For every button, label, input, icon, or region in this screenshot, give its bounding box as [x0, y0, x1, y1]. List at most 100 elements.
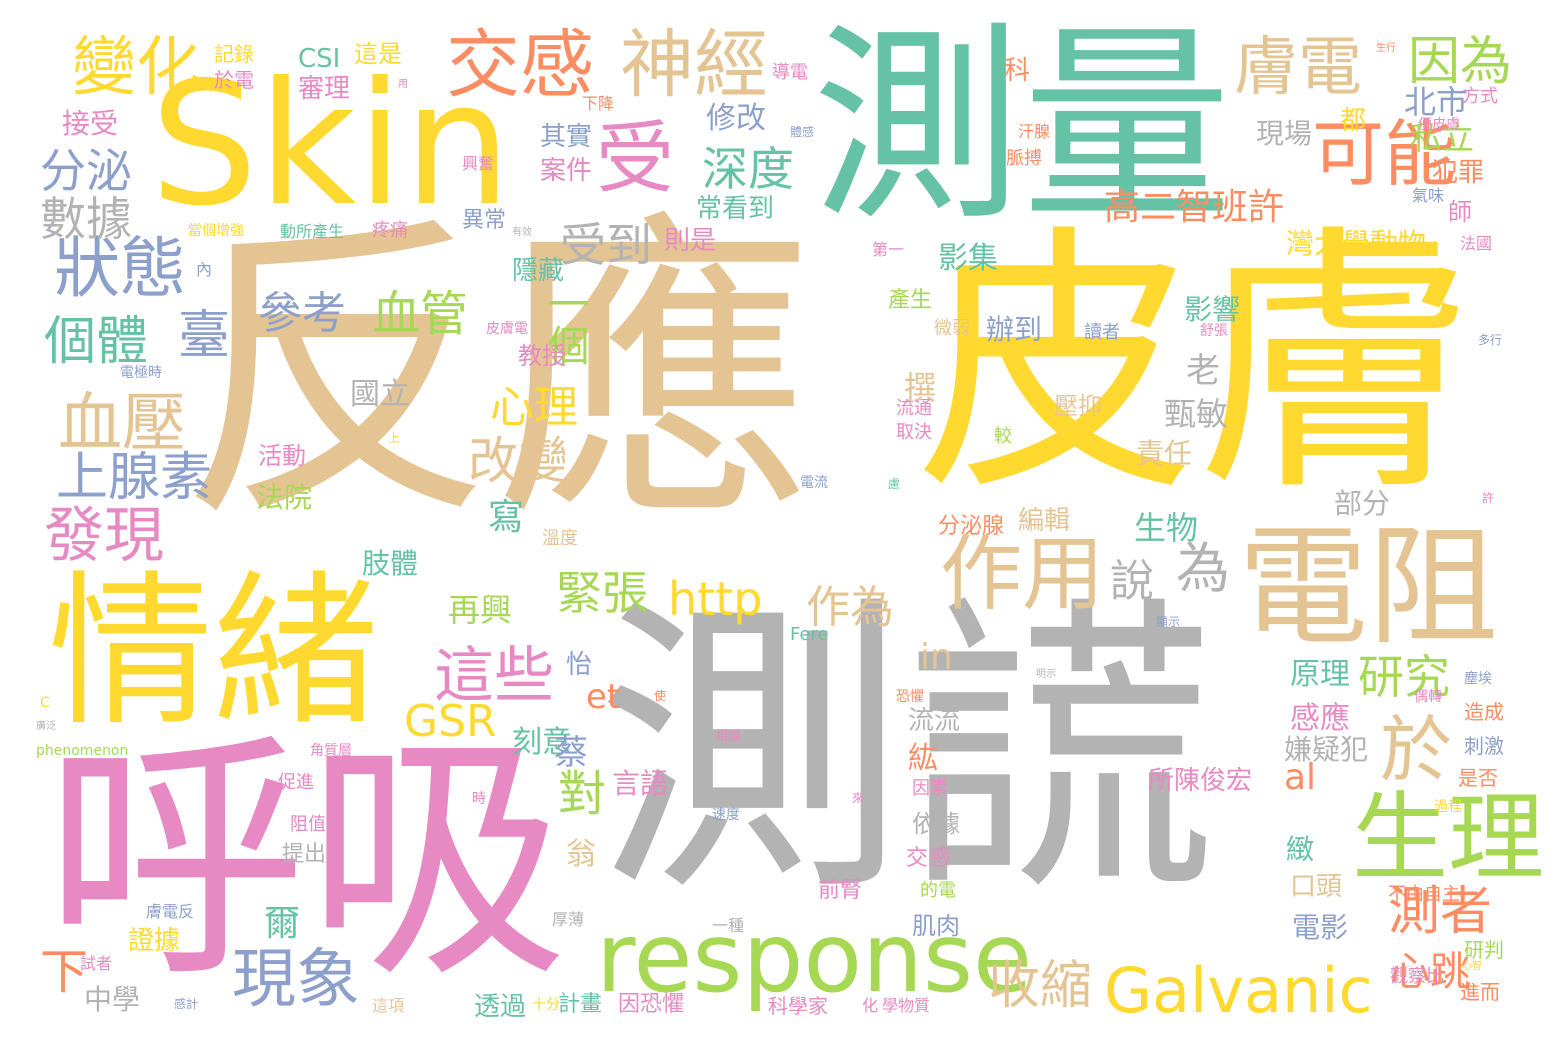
word-tengtong: 疼痛 [372, 220, 408, 241]
word-huodong: 活動 [258, 442, 306, 470]
word-galvanic: Galvanic [1104, 954, 1373, 1027]
word-geti: 個體 [44, 312, 149, 372]
word-diyi: 第一 [872, 240, 905, 259]
word-xueguan: 血管 [372, 286, 469, 342]
word-jieshou: 接受 [62, 107, 119, 140]
word-shuo: 說 [1110, 556, 1154, 607]
word-zheshi: 這是 [354, 40, 402, 68]
word-cai: 蔡 [554, 733, 588, 773]
word-qiwei: 氣味 [1412, 186, 1445, 205]
word-bianpifu: 便皮膚 [1418, 117, 1460, 133]
word-fanying: 反應 [178, 189, 814, 559]
word-bianji: 編輯 [1018, 506, 1071, 536]
word-shangxiansu: 上腺素 [56, 448, 213, 508]
word-keneng: 可能 [1312, 112, 1457, 196]
word-bufen: 部分 [1334, 487, 1391, 520]
word-xianyifan: 嫌疑犯 [1284, 733, 1369, 766]
word-bianhua: 變化 [72, 31, 200, 105]
word-yanjiu: 研究 [1358, 650, 1450, 704]
word-xianchang: 現場 [1256, 117, 1313, 150]
word-shou: 受 [596, 114, 675, 204]
word-cujin: 促進 [278, 772, 314, 793]
word-shifou: 是否 [1458, 766, 1498, 790]
word-jiner: 進而 [1460, 980, 1500, 1004]
word-faguo: 法國 [1460, 234, 1493, 253]
word-fayuan: 法院 [256, 481, 313, 514]
word-et: et [586, 677, 621, 717]
word-wei: 為 [1176, 537, 1230, 600]
word-zhengju: 證據 [128, 926, 181, 956]
word-buyouzizhu: 不由自主 [1388, 884, 1460, 905]
word-phenomenon: phenomenon [36, 743, 129, 759]
word-shi: 師 [1448, 198, 1472, 226]
word-shengwu: 生物 [1134, 509, 1199, 547]
word-ganji: 感計 [174, 997, 199, 1011]
word-guoli: 國立 [350, 377, 410, 412]
word-dianying: 電影 [1292, 911, 1349, 944]
word-wendu: 溫度 [542, 528, 578, 549]
word-jiaogan-small: 交感 [906, 846, 951, 871]
word-fangshi: 方式 [1462, 86, 1498, 107]
word-yinkongju: 因恐懼 [618, 992, 685, 1017]
word-qingxu: 情緒 [48, 556, 378, 748]
word-cehuang: 測謊 [596, 572, 1216, 933]
word-yudian: 於電 [214, 68, 254, 92]
word-xiugai: 修改 [706, 101, 766, 136]
word-anjian: 案件 [540, 156, 593, 186]
word-yinsu: 因素 [912, 778, 948, 799]
word-http: http [668, 572, 763, 626]
word-danggezengqiang: 當個增強 [188, 223, 244, 239]
word-liuliu: 流流 [908, 706, 961, 736]
word-shizhe: 試者 [80, 954, 113, 973]
word-tigan: 體感 [790, 125, 815, 139]
word-sili: 私立 [1410, 119, 1475, 157]
word-weng: 翁 [566, 837, 596, 872]
word-yingxiang: 影響 [1184, 293, 1241, 326]
word-yuanli: 原理 [1290, 657, 1350, 692]
word-ciji: 刺激 [1464, 734, 1504, 758]
word-tongguo: 透過 [474, 992, 527, 1022]
word-xie: 寫 [488, 497, 525, 538]
word-dianliu: 電流 [800, 475, 828, 491]
word-zhenmin: 甄敏 [1164, 395, 1229, 433]
word-ganying: 感應 [1290, 701, 1350, 736]
word-shengxing: 生行 [1376, 43, 1396, 54]
word-dianjishi: 電極時 [120, 365, 162, 381]
word-zhiti: 肢體 [362, 547, 419, 580]
word-jiaozhiceng: 角質層 [310, 743, 352, 759]
word-koutou: 口頭 [1290, 872, 1343, 902]
word-qishi: 其實 [540, 122, 593, 152]
word-duoxing: 多行 [1478, 333, 1503, 347]
word-gaoerzhiban: 高二智班許 [1104, 187, 1285, 228]
word-zaocheng: 造成 [1464, 700, 1504, 724]
word-zeren: 責任 [1136, 437, 1193, 470]
word-gaibian: 改變 [468, 432, 568, 490]
word-yayi: 壓抑 [1054, 392, 1102, 420]
word-yong: 用 [398, 79, 408, 90]
word-houbao: 厚薄 [552, 910, 585, 929]
word-huxi: 呼吸 [44, 708, 568, 1013]
word-al: al [1284, 757, 1317, 798]
word-bandao: 辦到 [986, 313, 1043, 346]
word-kexuejia: 科學家 [768, 994, 828, 1018]
word-xia: 下 [40, 944, 89, 1000]
word-shi-time: 時 [472, 791, 486, 807]
word-shuzhang: 舒張 [1200, 323, 1228, 339]
word-yanpan: 研判 [1464, 938, 1504, 962]
word-shenjing: 神經 [620, 22, 768, 108]
word-zhuangtai: 狀態 [54, 230, 186, 307]
word-csi: CSI [298, 44, 341, 74]
word-er: 爾 [264, 903, 301, 944]
word-ouzhuan: 偶轉 [1414, 689, 1442, 705]
word-fudianfan: 膚電反 [146, 902, 195, 921]
word-xintiao: 心跳 [1390, 949, 1470, 995]
word-zaixing: 再興 [448, 591, 513, 629]
word-skin: Skin [150, 46, 512, 244]
word-jirou: 肌肉 [912, 912, 960, 940]
word-yi: 怡 [566, 650, 593, 680]
word-qianshen: 前腎 [818, 878, 863, 903]
word-guangfan: 廣泛 [36, 721, 56, 732]
word-tai: 臺 [178, 306, 231, 366]
word-dou: 都 [1340, 106, 1367, 136]
